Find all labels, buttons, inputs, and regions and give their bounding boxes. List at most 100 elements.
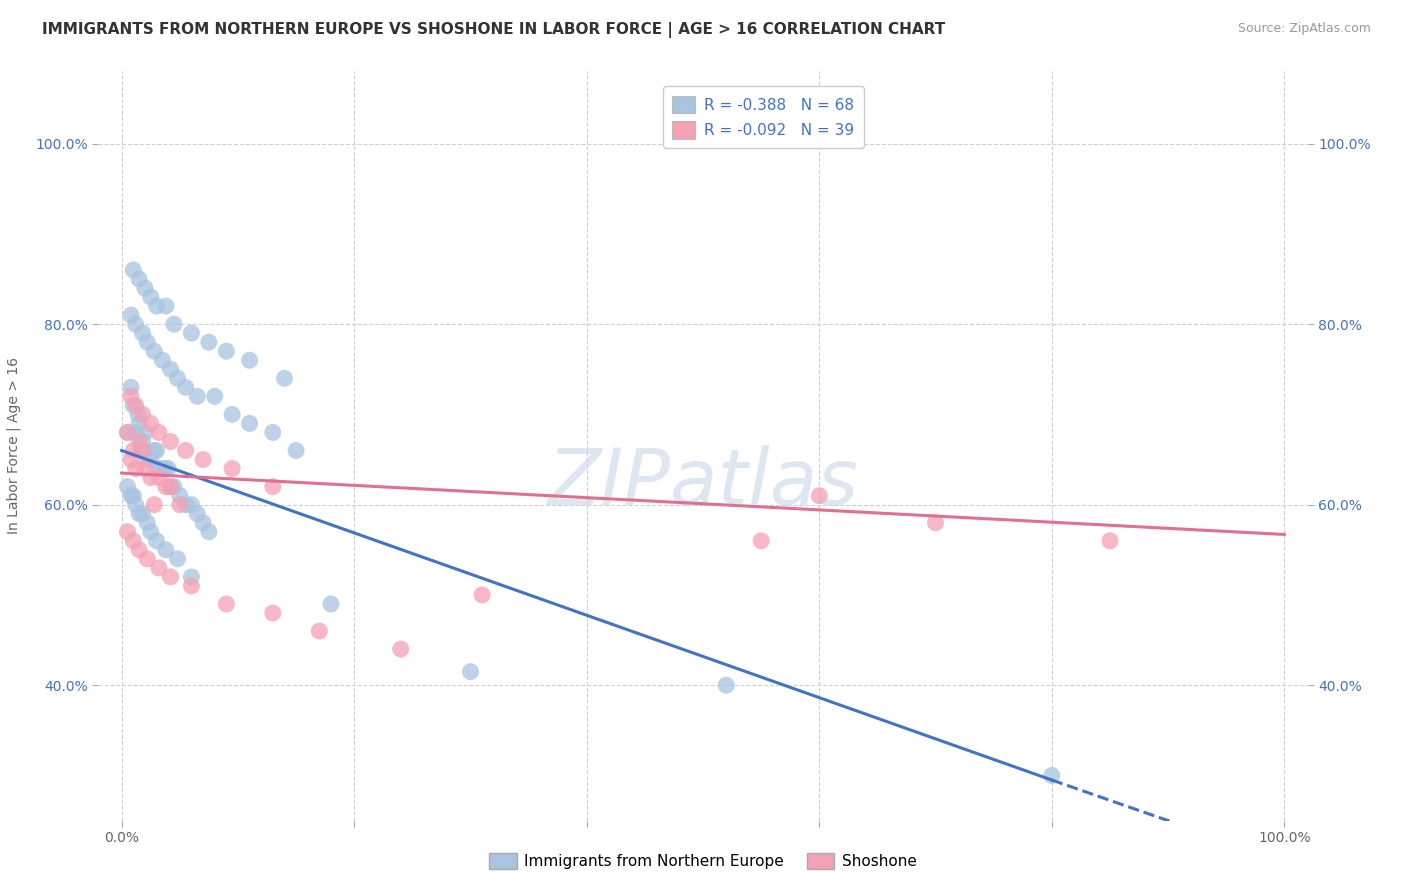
Point	[120, 380, 142, 394]
Point	[159, 480, 181, 494]
Point	[143, 344, 166, 359]
Point	[148, 470, 170, 484]
Point	[120, 308, 142, 322]
Point	[122, 533, 145, 548]
Point	[131, 434, 153, 449]
Point	[145, 533, 167, 548]
Point	[124, 398, 146, 412]
Point	[134, 281, 156, 295]
Point	[139, 524, 162, 539]
Point	[285, 443, 308, 458]
Point	[150, 461, 173, 475]
Point	[319, 597, 342, 611]
Point	[131, 443, 153, 458]
Point	[117, 425, 139, 440]
Point	[180, 579, 202, 593]
Point	[749, 533, 772, 548]
Point	[215, 344, 238, 359]
Point	[166, 552, 188, 566]
Point	[117, 524, 139, 539]
Point	[117, 480, 139, 494]
Point	[136, 516, 159, 530]
Point	[139, 452, 162, 467]
Point	[186, 389, 208, 403]
Point	[221, 461, 243, 475]
Point	[122, 398, 145, 412]
Point	[163, 480, 186, 494]
Point	[180, 498, 202, 512]
Point	[174, 380, 197, 394]
Point	[174, 498, 197, 512]
Point	[198, 524, 221, 539]
Point	[1040, 768, 1063, 782]
Point	[239, 417, 262, 431]
Point	[157, 461, 180, 475]
Point	[139, 290, 162, 304]
Point	[129, 443, 152, 458]
Point	[262, 480, 284, 494]
Point	[204, 389, 226, 403]
Point	[221, 408, 243, 422]
Point	[159, 480, 181, 494]
Point	[145, 299, 167, 313]
Point	[124, 425, 146, 440]
Point	[159, 570, 181, 584]
Point	[150, 353, 173, 368]
Point	[262, 606, 284, 620]
Point	[148, 561, 170, 575]
Point	[471, 588, 494, 602]
Y-axis label: In Labor Force | Age > 16: In Labor Force | Age > 16	[7, 358, 21, 534]
Point	[174, 443, 197, 458]
Point	[239, 353, 262, 368]
Point	[1098, 533, 1121, 548]
Point	[191, 516, 214, 530]
Point	[159, 362, 181, 376]
Point	[924, 516, 946, 530]
Point	[128, 272, 150, 286]
Point	[155, 461, 177, 475]
Point	[716, 678, 738, 692]
Point	[120, 452, 142, 467]
Point	[139, 470, 162, 484]
Point	[148, 461, 170, 475]
Point	[134, 461, 156, 475]
Text: IMMIGRANTS FROM NORTHERN EUROPE VS SHOSHONE IN LABOR FORCE | AGE > 16 CORRELATIO: IMMIGRANTS FROM NORTHERN EUROPE VS SHOSH…	[42, 22, 945, 38]
Point	[180, 570, 202, 584]
Point	[139, 417, 162, 431]
Point	[124, 498, 146, 512]
Point	[131, 326, 153, 340]
Point	[124, 317, 146, 331]
Point	[127, 408, 149, 422]
Point	[273, 371, 295, 385]
Point	[128, 507, 150, 521]
Point	[120, 489, 142, 503]
Point	[136, 452, 159, 467]
Point	[143, 498, 166, 512]
Point	[308, 624, 330, 638]
Point	[134, 425, 156, 440]
Point	[128, 434, 150, 449]
Point	[163, 317, 186, 331]
Point	[169, 489, 191, 503]
Point	[128, 542, 150, 557]
Point	[122, 443, 145, 458]
Point	[145, 443, 167, 458]
Point	[191, 452, 214, 467]
Point	[808, 489, 831, 503]
Point	[122, 489, 145, 503]
Point	[389, 642, 412, 657]
Point	[128, 417, 150, 431]
Point	[143, 443, 166, 458]
Legend: R = -0.388   N = 68, R = -0.092   N = 39: R = -0.388 N = 68, R = -0.092 N = 39	[664, 87, 863, 148]
Point	[155, 299, 177, 313]
Point	[136, 552, 159, 566]
Point	[120, 389, 142, 403]
Point	[131, 408, 153, 422]
Point	[148, 425, 170, 440]
Text: ZIPatlas: ZIPatlas	[547, 445, 859, 522]
Text: Source: ZipAtlas.com: Source: ZipAtlas.com	[1237, 22, 1371, 36]
Point	[155, 542, 177, 557]
Point	[159, 434, 181, 449]
Legend: Immigrants from Northern Europe, Shoshone: Immigrants from Northern Europe, Shoshon…	[484, 847, 922, 875]
Point	[166, 371, 188, 385]
